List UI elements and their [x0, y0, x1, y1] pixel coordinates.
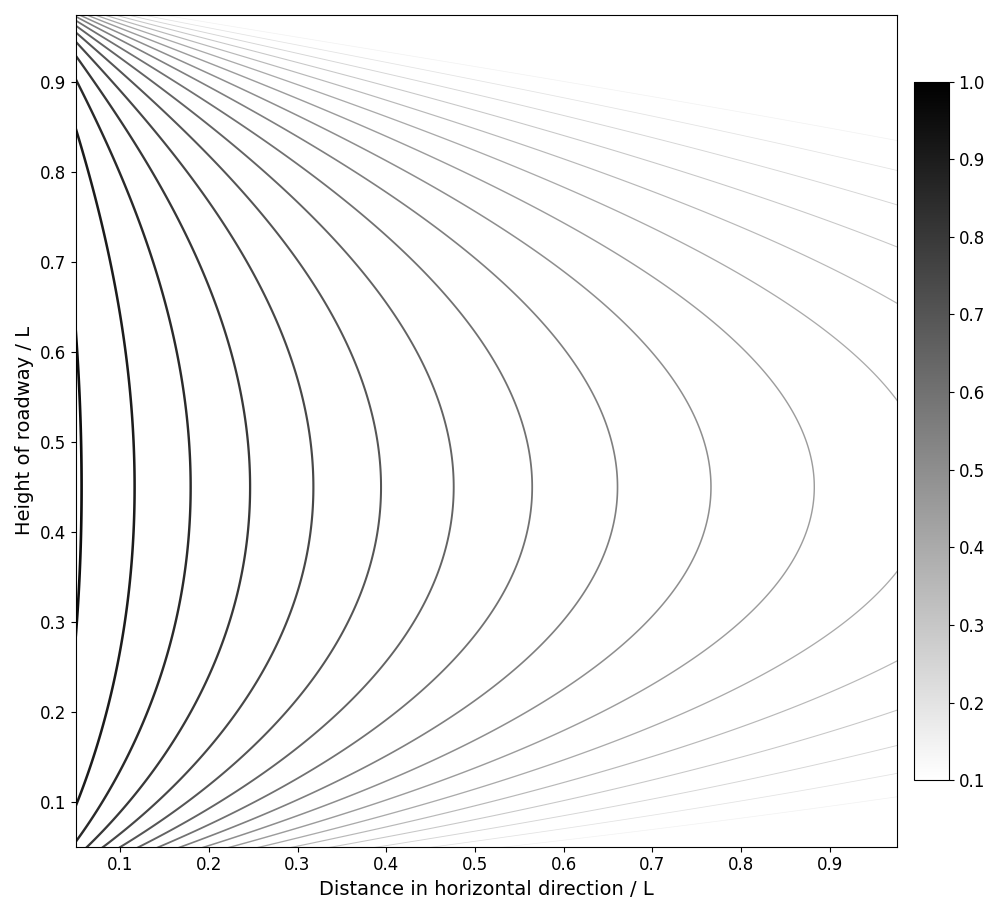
Y-axis label: Height of roadway / L: Height of roadway / L [15, 326, 34, 536]
X-axis label: Distance in horizontal direction / L: Distance in horizontal direction / L [319, 880, 653, 899]
